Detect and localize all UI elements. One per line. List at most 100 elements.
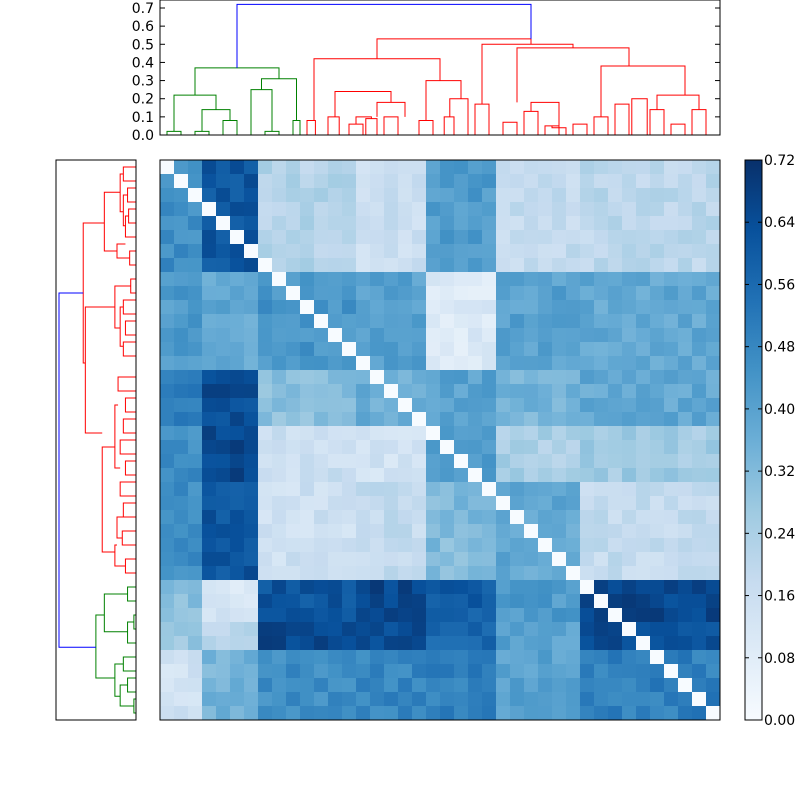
- heatmap-cell: [160, 552, 175, 567]
- heatmap-cell: [314, 188, 329, 203]
- heatmap-cell: [230, 328, 245, 343]
- heatmap-cell: [706, 468, 721, 483]
- heatmap-cell: [398, 594, 413, 609]
- heatmap-cell: [244, 300, 259, 315]
- heatmap-cell: [230, 300, 245, 315]
- heatmap-cell: [384, 426, 399, 441]
- heatmap-cell: [566, 706, 581, 721]
- heatmap-cell: [188, 622, 203, 637]
- colorbar-tick-label: 0.00: [764, 713, 795, 729]
- heatmap-cell: [580, 468, 595, 483]
- top-dendro-link: [614, 103, 630, 135]
- heatmap-cell: [202, 706, 217, 721]
- heatmap-cell: [538, 314, 553, 329]
- heatmap-cell: [258, 468, 273, 483]
- heatmap-cell: [244, 524, 259, 539]
- heatmap-cell: [258, 174, 273, 189]
- heatmap-cell: [566, 468, 581, 483]
- heatmap-cell: [594, 356, 609, 371]
- heatmap-cell: [440, 300, 455, 315]
- heatmap-cell: [174, 608, 189, 623]
- heatmap-cell: [230, 412, 245, 427]
- heatmap-cell: [230, 426, 245, 441]
- heatmap-cell: [692, 496, 707, 511]
- heatmap-cell: [356, 230, 371, 245]
- heatmap-cell: [314, 356, 329, 371]
- top-dendrogram-frame: [159, 0, 721, 136]
- heatmap-cell: [566, 636, 581, 651]
- heatmap-cell: [482, 300, 497, 315]
- heatmap-cell: [202, 622, 217, 637]
- heatmap-cell: [412, 692, 427, 707]
- heatmap-cell: [594, 594, 609, 609]
- heatmap-cell: [384, 174, 399, 189]
- heatmap-cell: [398, 524, 413, 539]
- heatmap-cell: [412, 440, 427, 455]
- heatmap-cell: [608, 230, 623, 245]
- heatmap-cell: [286, 566, 301, 581]
- heatmap-cell: [580, 258, 595, 273]
- heatmap-cell: [398, 272, 413, 287]
- heatmap-cell: [384, 636, 399, 651]
- heatmap-cell: [286, 538, 301, 553]
- heatmap-cell: [356, 664, 371, 679]
- left-dendro-link: [124, 320, 136, 336]
- heatmap-cell: [412, 258, 427, 273]
- heatmap-cell: [160, 300, 175, 315]
- heatmap-cell: [664, 342, 679, 357]
- left-dendro-link: [114, 404, 121, 469]
- heatmap-cell: [342, 272, 357, 287]
- heatmap-cell: [440, 314, 455, 329]
- heatmap-cell: [580, 244, 595, 259]
- left-dendro-link: [127, 677, 136, 693]
- heatmap-cell: [482, 258, 497, 273]
- heatmap-cell: [258, 552, 273, 567]
- heatmap-cell: [664, 412, 679, 427]
- heatmap-cell: [244, 272, 259, 287]
- heatmap-cell: [160, 174, 175, 189]
- heatmap-cell: [678, 174, 693, 189]
- heatmap-cell: [496, 650, 511, 665]
- heatmap-cell: [328, 692, 343, 707]
- heatmap-cell: [370, 664, 385, 679]
- heatmap-cell: [566, 384, 581, 399]
- top-dendro-link: [474, 103, 490, 135]
- heatmap-cell: [174, 370, 189, 385]
- left-dendro-link: [127, 187, 136, 203]
- heatmap-cell: [440, 594, 455, 609]
- heatmap-cell: [412, 566, 427, 581]
- heatmap-cell: [272, 706, 287, 721]
- heatmap-cell: [552, 160, 567, 175]
- heatmap-cell: [482, 286, 497, 301]
- heatmap-cell: [160, 202, 175, 217]
- heatmap-cell: [160, 678, 175, 693]
- heatmap-cell: [566, 314, 581, 329]
- heatmap-cell: [384, 706, 399, 721]
- heatmap-cell: [636, 314, 651, 329]
- heatmap-cell: [650, 622, 665, 637]
- heatmap-cell: [244, 230, 259, 245]
- heatmap-cell: [272, 202, 287, 217]
- heatmap-cell: [678, 664, 693, 679]
- heatmap-cell: [314, 328, 329, 343]
- heatmap-cell: [216, 622, 231, 637]
- heatmap-cell: [384, 650, 399, 665]
- heatmap-cell: [160, 496, 175, 511]
- heatmap-cell: [594, 552, 609, 567]
- left-dendro-root-link: [58, 292, 96, 648]
- heatmap-cell: [286, 188, 301, 203]
- heatmap-cell: [216, 482, 231, 497]
- left-dendro-link: [124, 558, 136, 574]
- heatmap-cell: [286, 636, 301, 651]
- heatmap-cell: [580, 412, 595, 427]
- heatmap-cell: [622, 244, 637, 259]
- heatmap-cell: [594, 174, 609, 189]
- heatmap-frame: [159, 159, 721, 721]
- heatmap-cell: [538, 440, 553, 455]
- heatmap-cell: [538, 174, 553, 189]
- heatmap-cell: [188, 538, 203, 553]
- heatmap-cell: [174, 566, 189, 581]
- heatmap-cell: [244, 692, 259, 707]
- heatmap-cell: [664, 202, 679, 217]
- heatmap-cell: [412, 706, 427, 721]
